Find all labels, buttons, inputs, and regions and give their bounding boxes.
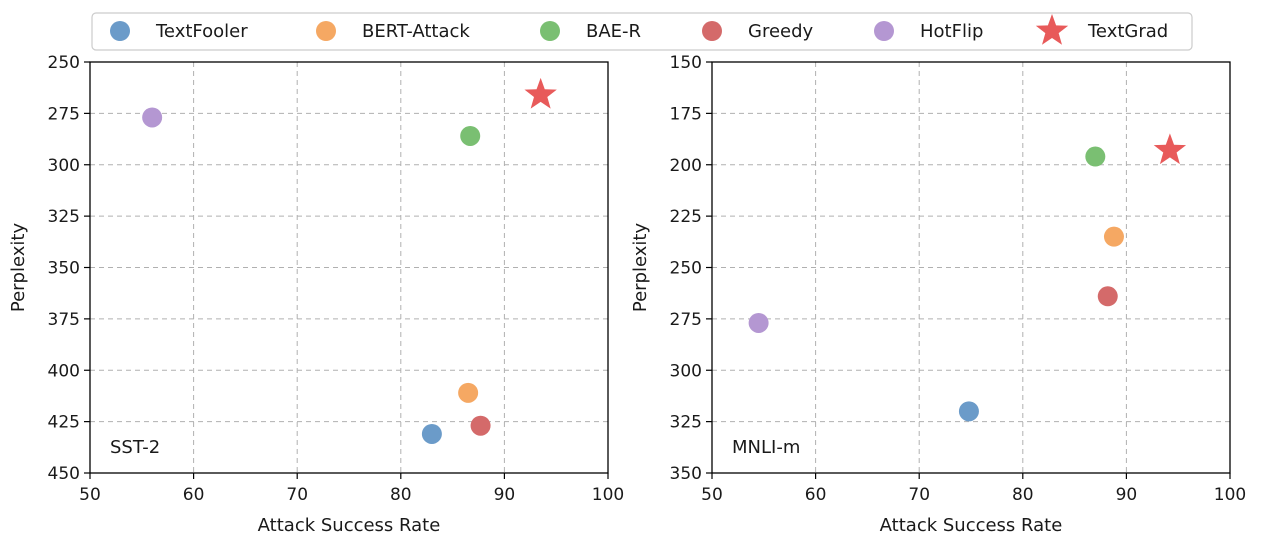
x-tick-label: 100 [592, 485, 624, 505]
grid [90, 62, 608, 473]
legend-marker-star [1035, 14, 1069, 45]
legend-entry-textgrad: TextGrad [1035, 14, 1168, 45]
legend: TextFooler BERT-Attack BAE-R Greedy HotFlip T… [91, 12, 1193, 51]
point-textgrad [524, 77, 557, 109]
data-points [748, 133, 1187, 422]
y-tick-label: 175 [670, 104, 702, 124]
y-tick-label: 350 [670, 464, 702, 484]
legend-frame [91, 12, 1193, 51]
legend-label: Greedy [748, 21, 814, 42]
data-points [142, 77, 557, 444]
y-tick-label: 275 [48, 104, 80, 124]
legend-marker-circle [874, 21, 894, 41]
legend-entry-textfooler: TextFooler [110, 21, 248, 42]
legend-label: TextFooler [155, 21, 248, 42]
legend-marker-circle [316, 21, 336, 41]
legend-label: HotFlip [920, 21, 983, 42]
x-tick-label: 50 [701, 485, 723, 505]
y-tick-label: 200 [670, 156, 702, 176]
y-axis-label: Perplexity [8, 223, 29, 313]
point-bae-r [460, 125, 481, 146]
y-tick-label: 325 [48, 207, 80, 227]
y-tick-label: 250 [670, 259, 702, 279]
grid [712, 62, 1230, 473]
y-tick-label: 375 [48, 310, 80, 330]
legend-entry-bert-attack: BERT-Attack [316, 21, 470, 42]
x-tick-label: 90 [1116, 485, 1138, 505]
legend-marker-circle [540, 21, 560, 41]
y-tick-label: 450 [48, 464, 80, 484]
y-tick-label: 275 [670, 310, 702, 330]
y-tick-label: 325 [670, 413, 702, 433]
chart-panel-mnli-m: 50 60 70 80 90 100 150 175 200 225 250 275 300 325 350… [630, 53, 1246, 536]
x-tick-label: 100 [1214, 485, 1246, 505]
legend-label: BERT-Attack [362, 21, 470, 42]
y-tick-label: 250 [48, 53, 80, 73]
legend-label: TextGrad [1087, 21, 1168, 42]
x-axis-label: Attack Success Rate [880, 515, 1063, 536]
point-hotflip [142, 107, 163, 128]
x-tick-label: 60 [805, 485, 827, 505]
legend-label: BAE-R [586, 21, 641, 42]
point-bert-attack [1103, 226, 1124, 247]
x-tick-label: 50 [79, 485, 101, 505]
x-tick-label: 70 [286, 485, 308, 505]
point-textfooler [958, 401, 979, 422]
y-tick-label: 300 [48, 156, 80, 176]
point-greedy [470, 415, 491, 436]
x-tick-label: 80 [390, 485, 412, 505]
legend-entry-greedy: Greedy [702, 21, 814, 42]
point-greedy [1097, 286, 1118, 307]
x-tick-label: 70 [908, 485, 930, 505]
chart-panel-sst-2: 50 60 70 80 90 100 250 275 300 325 350 375 400 425 450… [8, 53, 624, 536]
y-tick-label: 400 [48, 361, 80, 381]
y-tick-label: 150 [670, 53, 702, 73]
legend-marker-circle [110, 21, 130, 41]
x-tick-label: 90 [494, 485, 516, 505]
x-tick-label: 60 [183, 485, 205, 505]
legend-marker-circle [702, 21, 722, 41]
legend-entry-bae-r: BAE-R [540, 21, 641, 42]
panel-label: MNLI-m [732, 437, 800, 458]
plot-frame [89, 61, 609, 474]
y-tick-label: 225 [670, 207, 702, 227]
y-tick-label: 300 [670, 361, 702, 381]
y-tick-label: 350 [48, 259, 80, 279]
x-axis-label: Attack Success Rate [258, 515, 441, 536]
point-textgrad [1153, 133, 1187, 165]
point-bert-attack [458, 382, 479, 403]
panel-label: SST-2 [110, 437, 160, 458]
y-tick-label: 425 [48, 413, 80, 433]
point-hotflip [748, 312, 769, 333]
legend-entry-hotflip: HotFlip [874, 21, 983, 42]
x-tick-label: 80 [1012, 485, 1034, 505]
point-bae-r [1085, 146, 1106, 167]
y-axis-label: Perplexity [630, 223, 651, 313]
point-textfooler [421, 423, 442, 444]
